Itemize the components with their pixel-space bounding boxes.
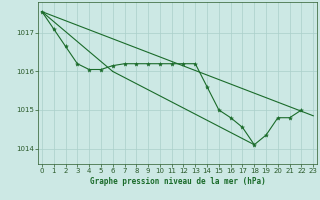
X-axis label: Graphe pression niveau de la mer (hPa): Graphe pression niveau de la mer (hPa) (90, 177, 266, 186)
